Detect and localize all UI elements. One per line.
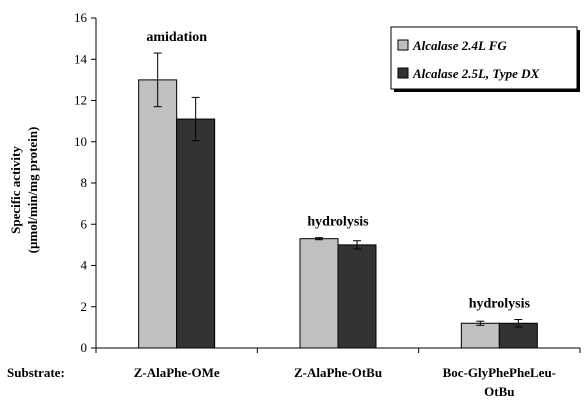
y-tick-label: 0 <box>81 340 88 355</box>
bar <box>138 79 178 349</box>
category-label: Z-AlaPhe-OtBu <box>294 365 382 380</box>
bar-annotation: hydrolysis <box>469 297 531 312</box>
category-label: OtBu <box>484 384 514 399</box>
bar <box>176 118 216 349</box>
bar-annotation: amidation <box>146 30 207 45</box>
y-axis-label-line2: (µmol/min/mg protein) <box>25 127 40 254</box>
bar <box>460 322 500 349</box>
y-tick-label: 6 <box>81 216 88 231</box>
x-axis: Z-AlaPhe-OMe Z-AlaPhe-OtBu Boc-GlyPhePheLe… <box>95 347 581 399</box>
y-tick-label: 10 <box>74 134 87 149</box>
y-axis: 0 2 4 6 8 10 12 14 16 <box>74 10 97 355</box>
legend-box <box>390 26 578 90</box>
legend-swatch <box>397 67 409 79</box>
x-row-label: Substrate: <box>7 365 65 380</box>
y-tick-label: 8 <box>81 175 88 190</box>
legend-label: Alcalase 2.4L FG <box>412 38 507 53</box>
y-axis-label: Specific activity (µmol/min/mg protein) <box>8 127 40 254</box>
category-label: Boc-GlyPhePheLeu- <box>443 365 556 380</box>
y-tick-label: 4 <box>81 258 88 273</box>
y-tick-label: 16 <box>74 10 88 25</box>
y-tick-label: 14 <box>74 51 88 66</box>
legend-swatch <box>397 39 409 51</box>
y-tick-label: 2 <box>81 299 88 314</box>
category-label: Z-AlaPhe-OMe <box>134 365 220 380</box>
bar-group: amidation hydrolysis hydrolysis <box>138 30 538 349</box>
legend: Alcalase 2.4L FG Alcalase 2.5L, Type DX <box>390 26 580 92</box>
y-tick-label: 12 <box>74 93 87 108</box>
y-axis-label-line1: Specific activity <box>8 146 23 234</box>
legend-label: Alcalase 2.5L, Type DX <box>412 66 540 81</box>
bar <box>337 244 377 349</box>
bar-annotation: hydrolysis <box>307 215 369 230</box>
bar <box>299 238 339 349</box>
